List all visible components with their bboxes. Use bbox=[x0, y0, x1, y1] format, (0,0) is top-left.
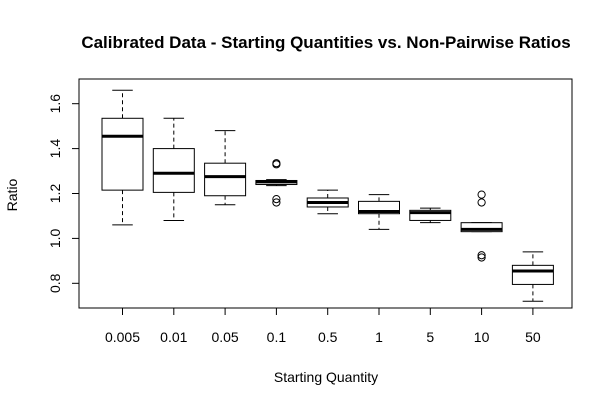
outlier-point bbox=[477, 190, 486, 199]
y-tick-label: 0.8 bbox=[47, 273, 63, 293]
x-tick-label: 0.01 bbox=[160, 329, 187, 345]
box bbox=[511, 264, 554, 285]
x-axis: 0.005 0.01 0.05 0.1 0.5 1 5 10 50 bbox=[105, 307, 541, 345]
x-tick-label: 0.005 bbox=[105, 329, 140, 345]
y-tick-label: 1.0 bbox=[47, 228, 63, 248]
x-axis-label: Starting Quantity bbox=[274, 369, 378, 385]
y-tick-label: 1.2 bbox=[47, 184, 63, 204]
box-group bbox=[204, 130, 247, 206]
box bbox=[204, 162, 247, 197]
box-group bbox=[255, 159, 298, 207]
boxes bbox=[101, 89, 554, 302]
chart-title: Calibrated Data - Starting Quantities vs… bbox=[81, 33, 570, 52]
outlier-point bbox=[272, 195, 281, 204]
box bbox=[152, 148, 195, 193]
box-group bbox=[358, 194, 400, 230]
y-axis-label: Ratio bbox=[4, 178, 20, 211]
x-tick-label: 1 bbox=[375, 329, 383, 345]
box-group bbox=[460, 190, 503, 262]
box-group bbox=[101, 89, 144, 226]
x-tick-label: 5 bbox=[426, 329, 434, 345]
y-axis: 0.8 1.0 1.2 1.4 1.6 bbox=[47, 94, 80, 293]
box-group bbox=[306, 189, 349, 215]
box bbox=[409, 209, 452, 221]
box bbox=[460, 222, 503, 233]
plot-frame bbox=[78, 78, 573, 309]
box-group bbox=[409, 207, 452, 224]
y-tick-label: 1.6 bbox=[47, 94, 63, 114]
outlier-point bbox=[272, 160, 281, 169]
x-tick-label: 0.05 bbox=[211, 329, 238, 345]
outlier-point bbox=[477, 198, 486, 207]
y-tick-label: 1.4 bbox=[47, 139, 63, 159]
box-group bbox=[511, 251, 554, 302]
outlier-point bbox=[477, 251, 486, 260]
outlier-point bbox=[477, 253, 486, 262]
x-tick-label: 0.5 bbox=[318, 329, 338, 345]
x-tick-label: 10 bbox=[474, 329, 490, 345]
outlier-point bbox=[272, 198, 281, 207]
box bbox=[101, 117, 144, 191]
x-tick-label: 50 bbox=[525, 329, 541, 345]
x-tick-label: 0.1 bbox=[267, 329, 287, 345]
box-group bbox=[152, 117, 195, 221]
